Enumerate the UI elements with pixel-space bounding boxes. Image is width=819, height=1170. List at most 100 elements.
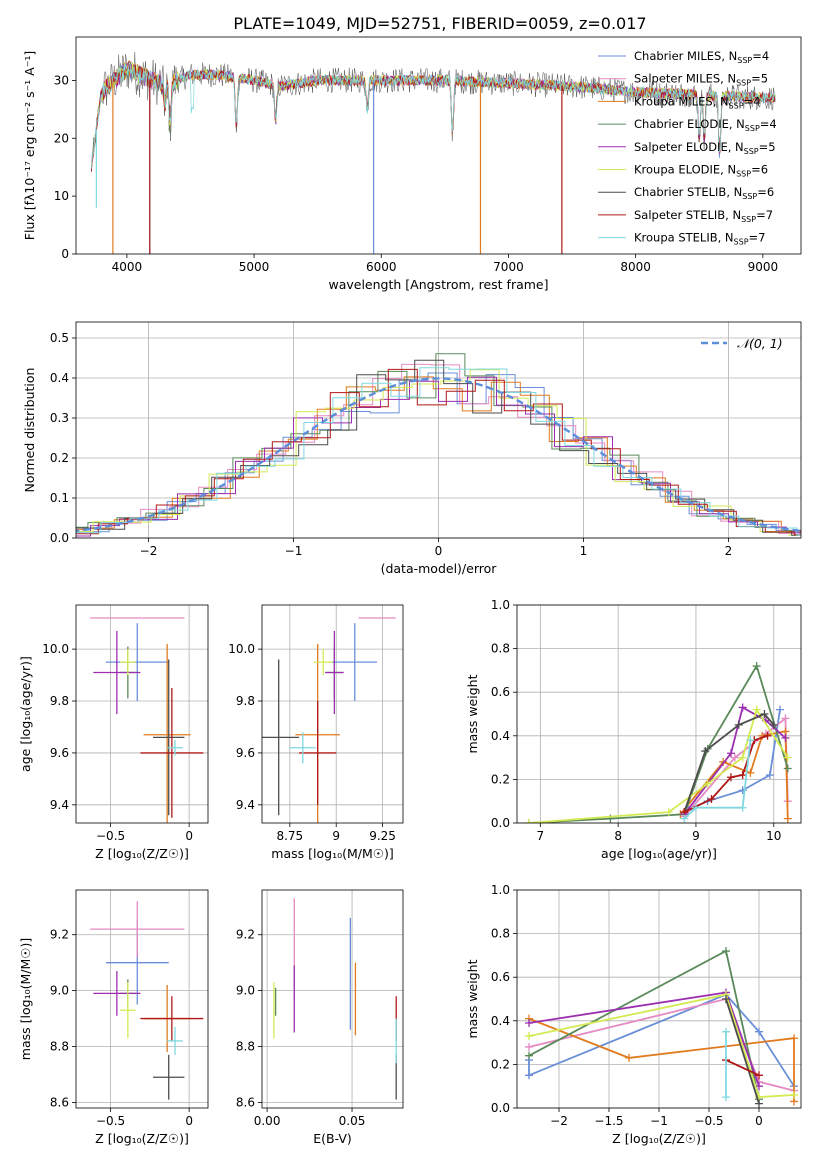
massweight-marker: [783, 753, 792, 762]
x-axis-label: Z [log₁₀(Z/Z☉)]: [612, 1131, 706, 1146]
y-tick-label: 0.8: [491, 927, 510, 941]
grid: [76, 890, 208, 1108]
errorbar-point: [313, 649, 333, 676]
ticks: −2 −1 0 1 2 0.0 0.1 0.2 0.3 0.4 0.5: [50, 331, 732, 558]
x-tick-label: −2: [550, 1114, 568, 1128]
x-tick-label: 8.75: [276, 829, 303, 843]
massweight-marker: [781, 733, 790, 742]
legend-entry: Salpeter ELODIE, NSSP=5: [634, 140, 776, 156]
y-tick-label: 20: [54, 131, 69, 145]
legend-entry-sub: SSP: [734, 238, 749, 247]
axes-frame: [261, 889, 404, 1109]
massweight-marker: [691, 803, 700, 812]
legend-entry-sub: SSP: [736, 170, 751, 179]
legend-entry-sub: SSP: [729, 101, 744, 110]
plot-area: [90, 617, 204, 823]
x-tick-label: 9: [332, 829, 340, 843]
legend-entry-name: Chabrier STELIB, N: [634, 185, 742, 199]
legend-entry-tail: =5: [751, 72, 768, 86]
hist-step-series: [76, 353, 801, 531]
massweight-marker: [722, 947, 730, 956]
x-tick-label: −0.5: [694, 1114, 723, 1128]
x-tick-label: 6000: [366, 260, 397, 274]
y-tick-label: 1.0: [491, 598, 510, 612]
massweight-series-line: [683, 740, 752, 820]
x-axis-label: Z [log₁₀(Z/Z☉)]: [95, 1131, 189, 1146]
panel-residual-hist: −2 −1 0 1 2 0.0 0.1 0.2 0.3 0.4 0.5 (data-model)/er…: [22, 321, 802, 576]
panel-mass-vs-z: −0.5 0 8.6 8.8 9.0 9.2 Z [log₁₀(Z/Z☉)] mass [lo…: [18, 889, 209, 1146]
x-tick-label: 0: [185, 829, 193, 843]
hist-step-series: [76, 376, 801, 537]
spectrum-series-line: [90, 61, 776, 169]
massweight-marker: [726, 749, 735, 758]
legend-entry-sub: SSP: [741, 215, 756, 224]
y-tick-label: 10: [54, 189, 69, 203]
ticks: 4000 5000 6000 7000 8000 9000 0 10 20 30: [54, 73, 778, 274]
y-tick-label: 9.4: [236, 798, 255, 812]
x-tick-label: 5000: [239, 260, 270, 274]
y-tick-label: 0.2: [491, 772, 510, 786]
y-tick-label: 1.0: [491, 883, 510, 897]
massweight-marker: [775, 705, 784, 714]
errorbar-point: [120, 649, 136, 676]
massweight-marker: [752, 705, 761, 714]
y-tick-label: 0.0: [491, 816, 510, 830]
massweight-marker: [746, 736, 755, 745]
y-tick-label: 0.2: [491, 1057, 510, 1071]
legend-entry: 𝒩(0, 1): [737, 336, 783, 351]
y-tick-label: 0.5: [50, 331, 69, 345]
massweight-marker: [525, 1051, 533, 1060]
x-tick-label: 1: [580, 544, 588, 558]
y-tick-label: 0.0: [491, 1101, 510, 1115]
massweight-marker: [701, 747, 710, 756]
massweight-series-line: [528, 993, 795, 1099]
legend-entry-sub: SSP: [737, 56, 752, 65]
x-tick-label: −2: [140, 544, 158, 558]
y-tick-label: 9.6: [50, 746, 69, 760]
massweight-marker: [703, 779, 712, 788]
axes-frame: [261, 604, 404, 824]
x-tick-label: 4000: [112, 260, 143, 274]
legend-entry: Chabrier ELODIE, NSSP=4: [634, 117, 777, 133]
errorbar-point: [93, 630, 141, 714]
y-axis-label: mass [log₁₀(M/M☉)]: [18, 938, 33, 1060]
ticks: 0.00 0.05 8.6 8.8 9.0 9.2: [236, 928, 365, 1128]
x-tick-label: 8000: [620, 260, 651, 274]
figure-title: PLATE=1049, MJD=52751, FIBERID=0059, z=0…: [233, 14, 646, 33]
errorbar-point: [262, 659, 300, 816]
y-tick-label: 9.8: [50, 694, 69, 708]
y-tick-label: 30: [54, 73, 69, 87]
massweight-series-line: [679, 730, 789, 819]
x-tick-label: 8: [614, 829, 622, 843]
massweight-marker: [769, 720, 778, 729]
massweight-marker: [755, 1071, 763, 1080]
grid: [76, 605, 208, 823]
errorbar-point: [299, 701, 337, 805]
legend-entry-name: Chabrier MILES, N: [634, 49, 737, 63]
gaussian-curve: [76, 377, 801, 533]
legend-entry-sub: SSP: [736, 79, 751, 88]
massweight-marker: [738, 753, 747, 762]
massweight-marker: [765, 771, 774, 780]
ticks: −0.5 0 8.6 8.8 9.0 9.2: [50, 928, 193, 1128]
axes-frame: [516, 604, 802, 824]
massweight-marker: [760, 710, 769, 718]
hist-step-series: [76, 359, 801, 536]
axes-frame: [75, 36, 802, 255]
errorbar-point: [325, 630, 344, 714]
legend-entry: Chabrier STELIB, NSSP=6: [634, 185, 774, 201]
x-tick-label: 0.00: [254, 1114, 281, 1128]
massweight-marker: [680, 814, 689, 823]
axes-frame: [516, 889, 802, 1109]
ticks: 7 8 9 10 0.0 0.2 0.4 0.6 0.8 1.0: [491, 598, 782, 843]
x-tick-label: 0: [435, 544, 443, 558]
legend-entry-name: Kroupa ELODIE, N: [634, 163, 736, 177]
massweight-marker: [755, 1099, 763, 1108]
y-tick-label: 9.2: [236, 928, 255, 942]
y-tick-label: 8.6: [236, 1095, 255, 1109]
plot-area: [273, 898, 397, 1100]
y-axis-label: Normed distribution: [22, 368, 37, 493]
massweight-marker: [525, 1042, 533, 1051]
y-tick-label: 0.2: [50, 451, 69, 465]
